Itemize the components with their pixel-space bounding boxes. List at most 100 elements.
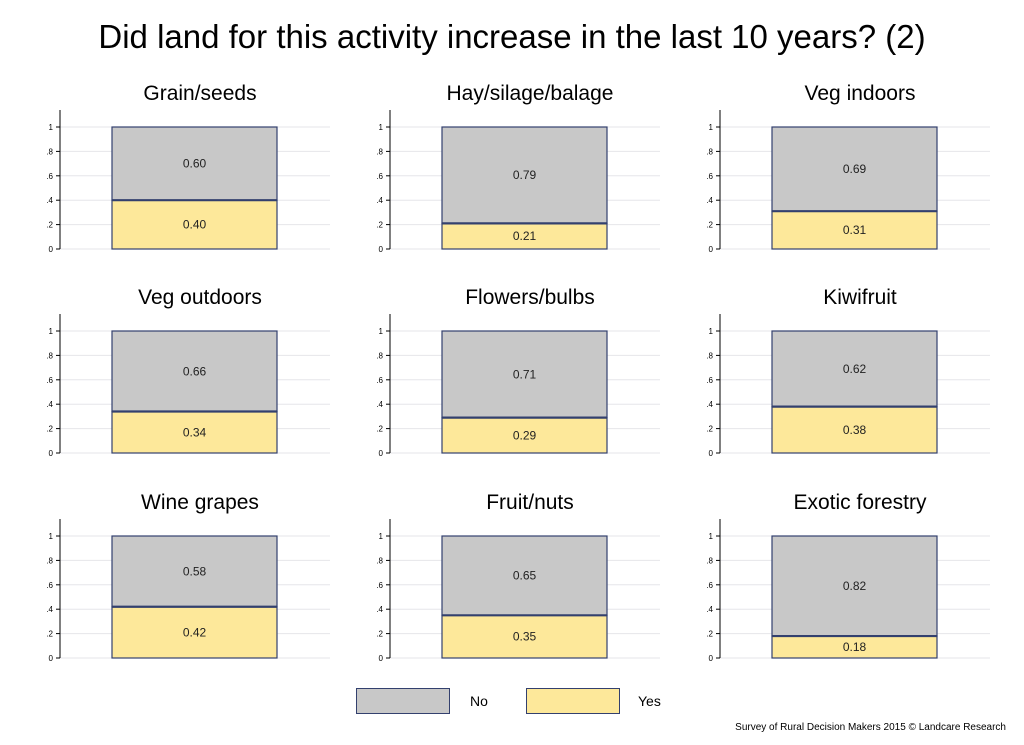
bar-segment-yes (771, 210, 938, 250)
chart-panel: Kiwifruit 0 .2 .4 .6 .8 1 0.38 0.62 (700, 286, 1020, 476)
bar-chart: 0 .2 .4 .6 .8 1 0.40 0.60 (46, 110, 330, 254)
bar-segment-yes (111, 606, 278, 659)
y-tick-label: 1 (49, 123, 54, 132)
y-tick-label: 1 (379, 123, 384, 132)
y-tick-label: .6 (706, 172, 713, 181)
chart-panel: Fruit/nuts 0 .2 .4 .6 .8 1 0.35 0.65 (370, 491, 690, 681)
bar-segment-no (111, 330, 278, 413)
bar-value-label-yes: 0.42 (183, 625, 207, 639)
y-tick-label: .6 (376, 172, 383, 181)
y-tick-label: 0 (49, 245, 54, 254)
y-tick-label: 0 (49, 654, 54, 663)
y-tick-label: 1 (49, 532, 54, 541)
y-tick-label: .6 (46, 376, 53, 385)
panel-title: Wine grapes (141, 491, 259, 514)
y-tick-label: 0 (709, 654, 714, 663)
bar-segment-yes (111, 199, 278, 250)
bar-value-label-no: 0.58 (183, 564, 207, 578)
y-tick-label: .2 (706, 221, 713, 230)
y-tick-label: 1 (379, 327, 384, 336)
y-tick-label: .6 (376, 581, 383, 590)
y-tick-label: .8 (706, 351, 713, 360)
y-tick-label: .6 (376, 376, 383, 385)
bar-value-label-no: 0.65 (513, 569, 537, 583)
y-tick-label: .8 (376, 147, 383, 156)
panel-title: Hay/silage/balage (446, 82, 614, 105)
chart-panel: Flowers/bulbs 0 .2 .4 .6 .8 1 0.29 0.71 (370, 286, 690, 476)
panel-title: Veg outdoors (138, 286, 262, 309)
y-tick-label: .2 (376, 221, 383, 230)
y-tick-label: .2 (376, 425, 383, 434)
bar-chart: 0 .2 .4 .6 .8 1 0.31 0.69 (706, 110, 990, 254)
bar-segment-no (441, 535, 608, 616)
chart-panel: Veg indoors 0 .2 .4 .6 .8 1 0.31 0.69 (700, 82, 1020, 272)
panel-title: Kiwifruit (823, 286, 897, 309)
y-tick-label: .6 (706, 376, 713, 385)
bar-segment-yes (771, 406, 938, 454)
bar-segment-no (771, 330, 938, 408)
bar-segment-yes (441, 614, 608, 659)
y-tick-label: 1 (709, 532, 714, 541)
bar-value-label-yes: 0.18 (843, 640, 867, 654)
panel-title: Flowers/bulbs (465, 286, 595, 309)
y-tick-label: .8 (376, 351, 383, 360)
panel-title: Fruit/nuts (486, 491, 574, 514)
bar-segment-no (111, 126, 278, 201)
y-tick-label: 1 (709, 327, 714, 336)
y-tick-label: .2 (376, 630, 383, 639)
y-tick-label: .4 (706, 196, 713, 205)
bar-chart: 0 .2 .4 .6 .8 1 0.21 0.79 (376, 110, 660, 254)
y-tick-label: .4 (46, 196, 53, 205)
y-tick-label: .4 (46, 400, 53, 409)
bar-segment-no (441, 330, 608, 419)
y-tick-label: 0 (379, 245, 384, 254)
bar-value-label-yes: 0.21 (513, 229, 537, 243)
y-tick-label: .8 (46, 351, 53, 360)
bar-value-label-yes: 0.29 (513, 428, 537, 442)
y-tick-label: .6 (706, 581, 713, 590)
bar-segment-yes (441, 222, 608, 250)
y-tick-label: .2 (706, 630, 713, 639)
y-tick-label: 0 (49, 449, 54, 458)
bar-value-label-yes: 0.35 (513, 630, 537, 644)
bar-value-label-yes: 0.31 (843, 223, 867, 237)
legend-label-yes: Yes (638, 693, 661, 709)
y-tick-label: 1 (709, 123, 714, 132)
y-tick-label: .8 (706, 147, 713, 156)
y-tick-label: .2 (46, 425, 53, 434)
y-tick-label: .8 (46, 147, 53, 156)
panel-title: Grain/seeds (143, 82, 257, 105)
bar-value-label-yes: 0.38 (843, 423, 867, 437)
bar-value-label-no: 0.71 (513, 367, 537, 381)
bar-value-label-yes: 0.34 (183, 425, 207, 439)
bar-segment-no (441, 126, 608, 224)
bar-segment-no (771, 535, 938, 637)
y-tick-label: 0 (379, 654, 384, 663)
bar-segment-yes (441, 417, 608, 454)
bar-chart: 0 .2 .4 .6 .8 1 0.29 0.71 (376, 314, 660, 458)
y-tick-label: .2 (46, 221, 53, 230)
y-tick-label: .4 (46, 605, 53, 614)
y-tick-label: .6 (46, 172, 53, 181)
chart-panel: Hay/silage/balage 0 .2 .4 .6 .8 1 0.21 0.79 (370, 82, 690, 272)
y-tick-label: 0 (379, 449, 384, 458)
y-tick-label: 0 (709, 449, 714, 458)
y-tick-label: .4 (376, 196, 383, 205)
bar-value-label-no: 0.79 (513, 168, 537, 182)
bar-value-label-no: 0.82 (843, 579, 867, 593)
bar-chart: 0 .2 .4 .6 .8 1 0.42 0.58 (46, 519, 330, 663)
chart-panel: Wine grapes 0 .2 .4 .6 .8 1 0.42 0.58 (40, 491, 360, 681)
bar-value-label-yes: 0.40 (183, 218, 207, 232)
legend-swatch-yes (526, 688, 620, 714)
bar-value-label-no: 0.60 (183, 157, 207, 171)
source-credit: Survey of Rural Decision Makers 2015 © L… (735, 722, 1006, 733)
chart-panel: Veg outdoors 0 .2 .4 .6 .8 1 0.34 0.66 (40, 286, 360, 476)
y-tick-label: .2 (706, 425, 713, 434)
bar-chart: 0 .2 .4 .6 .8 1 0.35 0.65 (376, 519, 660, 663)
page-title: Did land for this activity increase in t… (98, 18, 926, 55)
y-tick-label: .8 (376, 556, 383, 565)
y-tick-label: 1 (379, 532, 384, 541)
y-tick-label: .8 (46, 556, 53, 565)
y-tick-label: .4 (706, 400, 713, 409)
y-tick-label: 0 (709, 245, 714, 254)
